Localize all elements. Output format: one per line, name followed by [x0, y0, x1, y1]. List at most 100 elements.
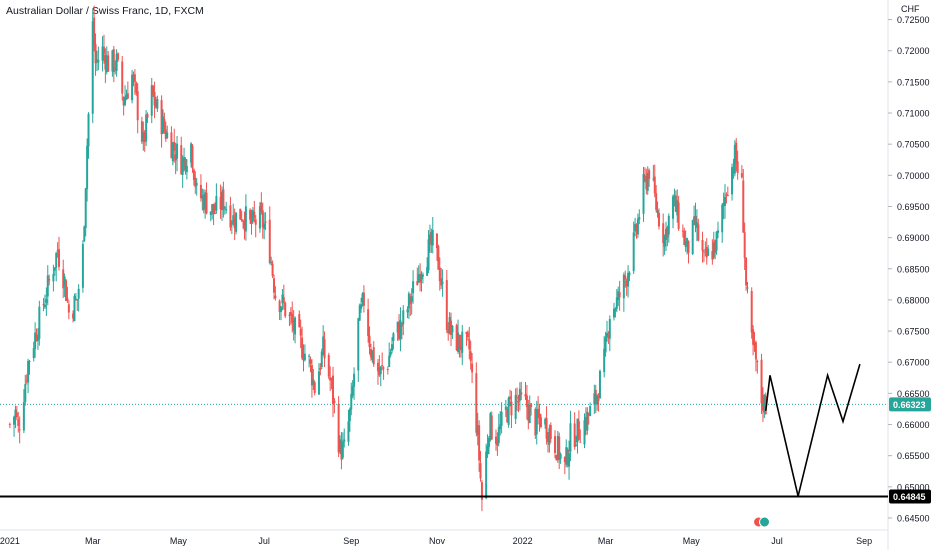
candle-body — [289, 311, 292, 316]
y-tick-label: 0.66000 — [897, 420, 930, 430]
candle-body — [428, 234, 431, 241]
candle-body — [400, 323, 403, 327]
candle-body — [686, 238, 689, 245]
candle-body — [665, 228, 667, 240]
candle-body — [672, 196, 675, 219]
candle-body — [694, 215, 697, 226]
candle-body — [575, 444, 578, 446]
candle-body — [476, 425, 479, 435]
y-tick-label: 0.65000 — [897, 482, 930, 492]
candle-body — [367, 309, 370, 337]
candle-body — [180, 145, 183, 175]
candle-body — [94, 44, 97, 64]
candle-body — [615, 297, 618, 309]
candle-body — [15, 412, 18, 417]
candle-body — [42, 304, 45, 306]
projection-path — [765, 363, 861, 497]
y-tick-label: 0.72500 — [897, 15, 930, 25]
candle-body — [500, 411, 503, 426]
x-tick-label: Nov — [429, 536, 446, 546]
candle-body — [525, 395, 528, 408]
candle-body — [222, 189, 225, 210]
candle-body — [152, 86, 155, 96]
candle-body — [242, 220, 245, 222]
candle-body — [598, 370, 601, 399]
y-tick-label: 0.67500 — [897, 327, 930, 337]
candle-body — [605, 332, 608, 338]
candle-body — [559, 453, 562, 460]
candle-body — [58, 249, 61, 267]
candle-body — [645, 175, 648, 190]
candle-body — [743, 232, 746, 259]
candle-body — [707, 248, 710, 256]
candle-body — [56, 250, 59, 252]
candle-body — [270, 261, 273, 264]
candle-body — [607, 336, 610, 338]
candle-body — [28, 361, 31, 363]
candle-body — [487, 437, 490, 448]
x-tick-label: Jul — [258, 536, 270, 546]
candle-body — [409, 296, 412, 305]
candle-body — [215, 196, 218, 211]
candle-body — [368, 335, 371, 348]
candle-body — [93, 17, 96, 46]
candle-body — [624, 275, 627, 280]
candle-body — [726, 194, 729, 196]
candle-body — [65, 280, 68, 301]
candle-body — [150, 85, 153, 116]
y-tick-label: 0.69000 — [897, 233, 930, 243]
candle-body — [371, 350, 374, 360]
candle-body — [258, 206, 261, 229]
candle-body — [339, 439, 342, 452]
candle-body — [663, 236, 666, 247]
candle-body — [204, 192, 207, 209]
candle-body — [754, 342, 757, 360]
candle-body — [24, 384, 27, 402]
candle-body — [653, 176, 656, 194]
candle-body — [593, 393, 596, 405]
candle-body — [504, 406, 507, 410]
support-price-badge — [889, 489, 931, 504]
candle-body — [131, 74, 134, 101]
x-tick-label: Mar — [85, 536, 101, 546]
candle-body — [27, 360, 30, 383]
candle-body — [579, 441, 582, 443]
candle-body — [712, 242, 715, 258]
candle-body — [451, 325, 454, 333]
candle-body — [164, 129, 167, 139]
y-tick-label: 0.72000 — [897, 46, 930, 56]
y-tick-label: 0.68500 — [897, 264, 930, 274]
candle-body — [461, 331, 464, 353]
candle-body — [361, 293, 364, 303]
candle-body — [576, 418, 579, 443]
current-price-label: 0.66323 — [893, 400, 926, 410]
candle-body — [253, 211, 256, 218]
candle-body — [548, 428, 551, 445]
candle-body — [681, 230, 684, 232]
candle-body — [292, 319, 295, 331]
candle-body — [416, 281, 419, 286]
candle-body — [589, 406, 592, 416]
candle-body — [264, 221, 267, 223]
candle-body — [732, 170, 735, 172]
candle-body — [122, 97, 125, 106]
candle-body — [544, 418, 547, 425]
candle-body — [399, 320, 402, 340]
candle-body — [223, 207, 226, 209]
candle-body — [545, 418, 548, 439]
candle-body — [55, 253, 58, 268]
candle-body — [319, 367, 322, 370]
candle-body — [627, 272, 630, 287]
candle-body — [87, 113, 90, 147]
candle-body — [22, 402, 25, 431]
candle-body — [341, 441, 344, 458]
candle-body — [77, 288, 80, 299]
candle-body — [91, 21, 94, 114]
candle-body — [251, 210, 254, 222]
candle-body — [437, 246, 440, 270]
candle-body — [573, 423, 576, 448]
y-tick-label: 0.71500 — [897, 77, 930, 87]
candle-body — [126, 93, 129, 99]
candle-body — [389, 352, 392, 356]
candle-body — [583, 420, 586, 445]
